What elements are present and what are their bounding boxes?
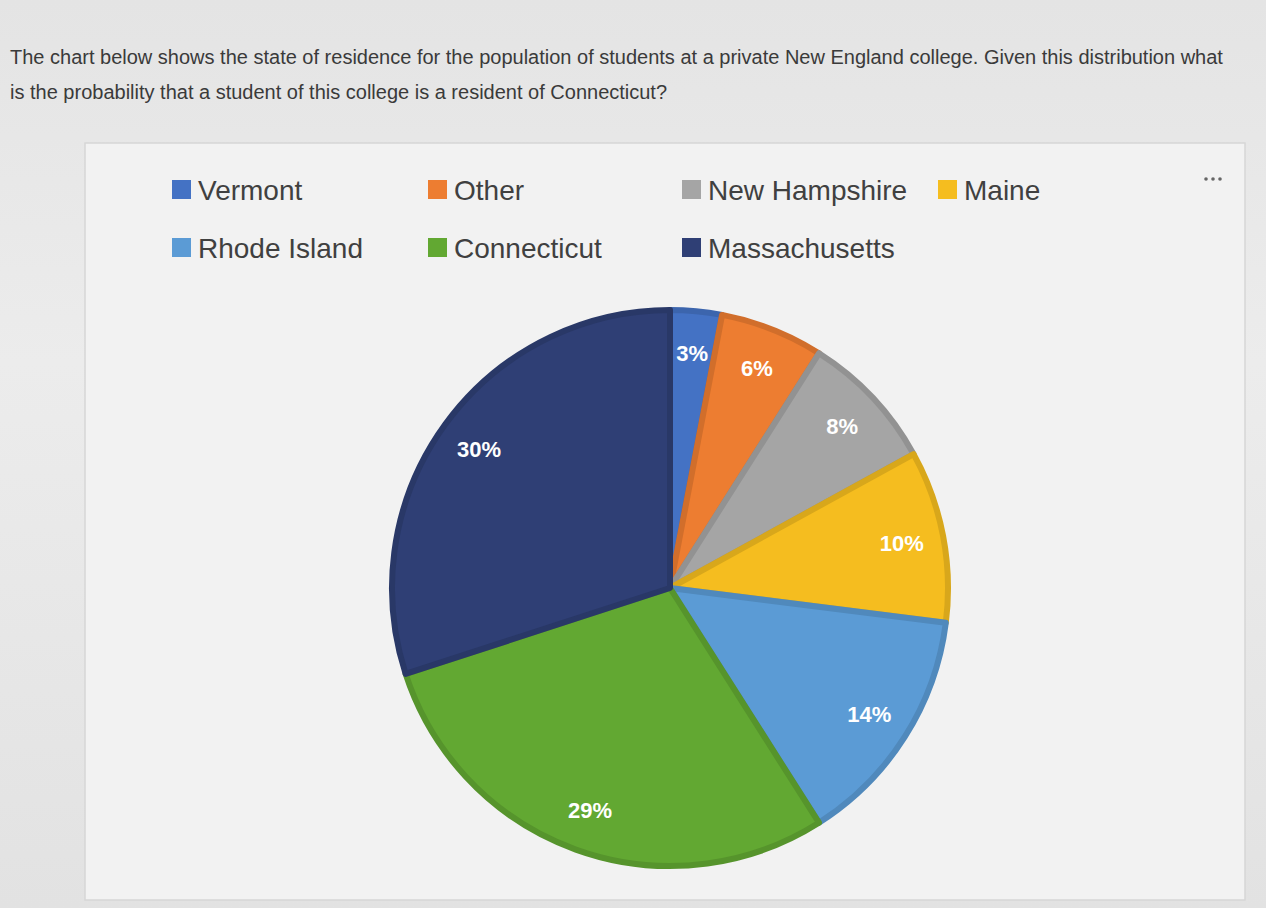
legend-label: Massachusetts: [708, 233, 895, 264]
legend-label: Maine: [964, 175, 1040, 206]
pie-slice: [392, 310, 670, 674]
question-text: The chart below shows the state of resid…: [10, 40, 1242, 110]
legend-item: New Hampshire: [682, 175, 907, 206]
legend: Vermont Other New Hampshire Maine Rhode Isla…: [172, 175, 1040, 264]
legend-item: Maine: [938, 175, 1040, 206]
legend-label: Other: [454, 175, 524, 206]
legend-label: Connecticut: [454, 233, 602, 264]
legend-item: Connecticut: [428, 233, 602, 264]
menu-dot[interactable]: [1204, 177, 1208, 181]
legend-item: Rhode Island: [172, 233, 363, 264]
chart-panel: [85, 143, 1245, 900]
pie: [392, 310, 948, 866]
data-label: 30%: [457, 437, 501, 462]
legend-swatch: [172, 238, 191, 257]
menu-dot[interactable]: [1211, 177, 1215, 181]
data-label: 10%: [880, 531, 924, 556]
data-label: 6%: [741, 356, 773, 381]
data-label: 14%: [847, 702, 891, 727]
legend-label: Rhode Island: [198, 233, 363, 264]
legend-item: Massachusetts: [682, 233, 895, 264]
chart-canvas: Vermont Other New Hampshire Maine Rhode Isla…: [0, 0, 1266, 908]
legend-swatch: [938, 180, 957, 199]
menu-dot[interactable]: [1218, 177, 1222, 181]
legend-item: Vermont: [172, 175, 302, 206]
legend-item: Other: [428, 175, 524, 206]
legend-swatch: [428, 238, 447, 257]
legend-swatch: [428, 180, 447, 199]
menu-icon[interactable]: [1204, 177, 1222, 181]
legend-swatch: [682, 180, 701, 199]
legend-label: New Hampshire: [708, 175, 907, 206]
data-labels: 3% 6% 8% 10% 14% 29% 30%: [457, 341, 924, 823]
legend-swatch: [172, 180, 191, 199]
legend-swatch: [682, 238, 701, 257]
data-label: 29%: [568, 798, 612, 823]
data-label: 3%: [676, 341, 708, 366]
data-label: 8%: [826, 414, 858, 439]
legend-label: Vermont: [198, 175, 302, 206]
